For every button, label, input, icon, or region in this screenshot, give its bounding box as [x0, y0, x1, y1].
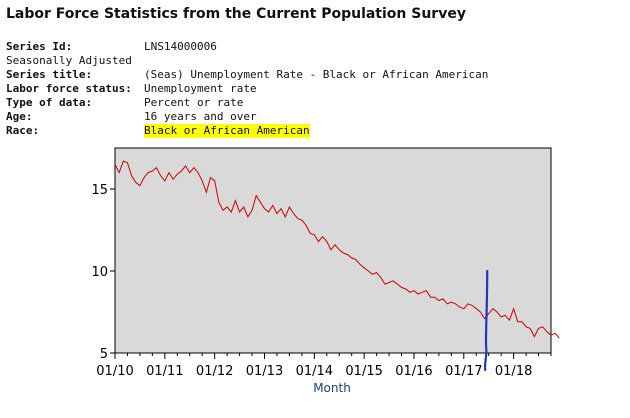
x-tick-label: 01/15 — [345, 364, 382, 379]
x-tick-label: 01/16 — [395, 364, 432, 379]
seasonal-adjustment: Seasonally Adjusted — [6, 54, 132, 67]
race-value-highlighted: Black or African American — [144, 124, 310, 138]
y-tick-label-10: 10 — [91, 265, 108, 280]
age-label: Age: — [6, 110, 33, 123]
plot-area — [114, 147, 552, 354]
series-title-label: Series title: — [6, 68, 93, 81]
x-tick-label: 01/10 — [96, 364, 133, 379]
x-tick-label: 01/11 — [146, 364, 183, 379]
labor-force-status-value: Unemployment rate — [144, 82, 257, 95]
marker-line — [483, 269, 489, 372]
x-tick-label: 01/17 — [445, 364, 482, 379]
series-line-0 — [114, 160, 560, 339]
data-type-value: Percent or rate — [144, 96, 244, 109]
series-title-value: (Seas) Unemployment Rate - Black or Afri… — [144, 68, 489, 81]
y-tick-label-15: 15 — [91, 183, 108, 198]
x-tick-label: 01/18 — [495, 364, 532, 379]
labor-force-status-label: Labor force status: — [6, 82, 132, 95]
page-title: Labor Force Statistics from the Current … — [6, 6, 466, 22]
series-id-label: Series Id: — [6, 40, 73, 53]
unemployment-rate-chart: 5 10 15 01/10 01/11 01/12 01/13 01/14 01/15 01/16… — [91, 147, 560, 395]
age-value: 16 years and over — [144, 110, 257, 123]
x-tick-label: 01/14 — [296, 364, 333, 379]
data-type-label: Type of data: — [6, 96, 93, 109]
series-id-value: LNS14000006 — [144, 40, 217, 53]
x-tick-label: 01/13 — [246, 364, 283, 379]
race-label: Race: — [6, 124, 40, 137]
y-tick-label-5: 5 — [100, 347, 108, 362]
x-axis-title: Month — [313, 381, 351, 395]
x-tick-label: 01/12 — [196, 364, 233, 379]
